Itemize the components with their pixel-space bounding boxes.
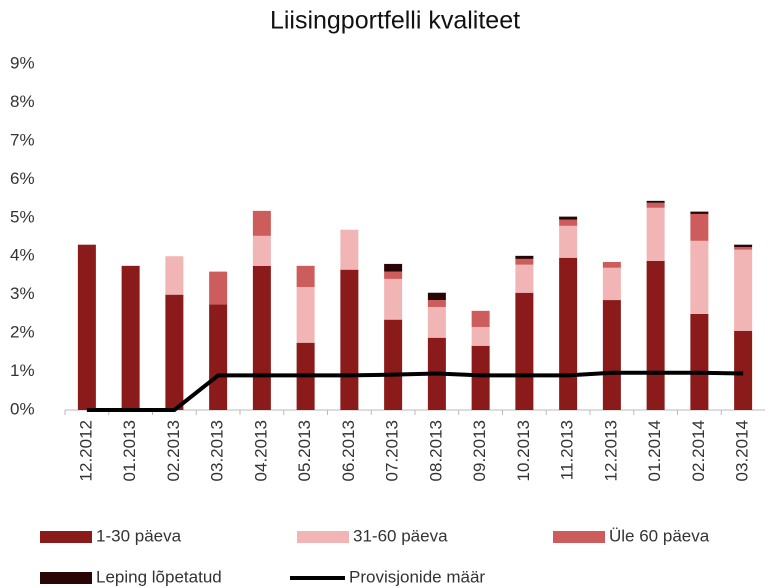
legend-label: 31-60 päeva: [353, 526, 448, 545]
bar-segment: [209, 271, 228, 305]
bar-segment: [690, 213, 709, 241]
bar-segment: [296, 286, 315, 343]
x-tick-label: 03.2013: [208, 420, 227, 481]
x-tick-label: 02.2013: [164, 420, 183, 481]
bar-segment: [559, 225, 578, 258]
bar-segment: [602, 267, 621, 301]
legend-label: Provisjonide määr: [349, 567, 485, 586]
chart-title: Liisingportfelli kvaliteet: [270, 7, 520, 35]
x-tick-label: 05.2013: [295, 420, 314, 481]
bar-segment: [734, 330, 753, 410]
bar-segment: [471, 310, 490, 327]
y-tick-label: 9%: [10, 53, 35, 72]
y-tick-label: 8%: [10, 92, 35, 111]
bar-segment: [559, 257, 578, 410]
y-tick-label: 2%: [10, 323, 35, 342]
bar-segment: [252, 235, 271, 266]
y-tick-label: 1%: [10, 361, 35, 380]
x-tick-label: 07.2013: [383, 420, 402, 481]
bar-segment: [252, 265, 271, 410]
bar-segment: [384, 271, 403, 279]
bar-segment: [427, 300, 446, 307]
legend-label: 1-30 päeva: [96, 526, 182, 545]
y-tick-label: 3%: [10, 284, 35, 303]
bar-segment: [384, 278, 403, 320]
x-tick-label: 02.2014: [689, 420, 708, 481]
bar-segment: [165, 256, 184, 295]
x-tick-label: 12.2012: [76, 420, 95, 481]
x-tick-label: 03.2014: [733, 420, 752, 481]
legend-label: Leping lõpetatud: [96, 567, 222, 586]
bar-segment: [471, 326, 490, 346]
bar-segment: [646, 207, 665, 261]
line: [86, 370, 744, 412]
bar-segment: [734, 246, 753, 250]
bar-segment: [515, 255, 534, 259]
bar-segment: [602, 261, 621, 268]
bar-segment: [165, 294, 184, 410]
bar-segment: [252, 210, 271, 236]
x-tick-label: 04.2013: [251, 420, 270, 481]
legend-label: Üle 60 päeva: [609, 526, 710, 545]
bar-segment: [296, 265, 315, 287]
y-tick-label: 0%: [10, 399, 35, 418]
bar-segment: [690, 240, 709, 314]
y-tick-label: 4%: [10, 246, 35, 265]
bar-segment: [340, 269, 359, 410]
bar-segment: [384, 263, 403, 272]
x-tick-label: 08.2013: [426, 420, 445, 481]
bar-segment: [559, 216, 578, 220]
bar-segment: [734, 244, 753, 247]
bar-segment: [690, 211, 709, 214]
bar-segment: [515, 258, 534, 265]
legend-swatch: [40, 531, 92, 543]
bar-segment: [427, 306, 446, 338]
bar-segment: [427, 292, 446, 301]
bar-segment: [340, 229, 359, 270]
bar-segment: [77, 244, 96, 410]
bar-segment: [646, 200, 665, 203]
bar-segment: [515, 264, 534, 293]
legend-swatch: [553, 531, 605, 543]
bar-segment: [646, 260, 665, 410]
bar-segment: [384, 319, 403, 410]
y-tick-label: 6%: [10, 169, 35, 188]
bar-segment: [602, 300, 621, 410]
x-tick-label: 10.2013: [514, 420, 533, 481]
legend-swatch: [297, 531, 349, 543]
bar-segment: [734, 249, 753, 331]
y-tick-label: 5%: [10, 207, 35, 226]
bar-segment: [646, 202, 665, 208]
y-tick-label: 7%: [10, 130, 35, 149]
x-tick-label: 01.2013: [120, 420, 139, 481]
x-tick-label: 11.2013: [558, 420, 577, 480]
x-tick-label: 09.2013: [470, 420, 489, 481]
x-tick-label: 01.2014: [645, 420, 664, 481]
bar-segment: [471, 345, 490, 410]
bar-segment: [515, 292, 534, 410]
x-tick-label: 12.2013: [601, 420, 620, 481]
legend-swatch: [40, 572, 92, 584]
bar-segment: [121, 265, 140, 410]
x-tick-label: 06.2013: [339, 420, 358, 481]
bar-segment: [690, 313, 709, 410]
bar-segment: [559, 219, 578, 226]
bar-segment: [209, 304, 228, 410]
